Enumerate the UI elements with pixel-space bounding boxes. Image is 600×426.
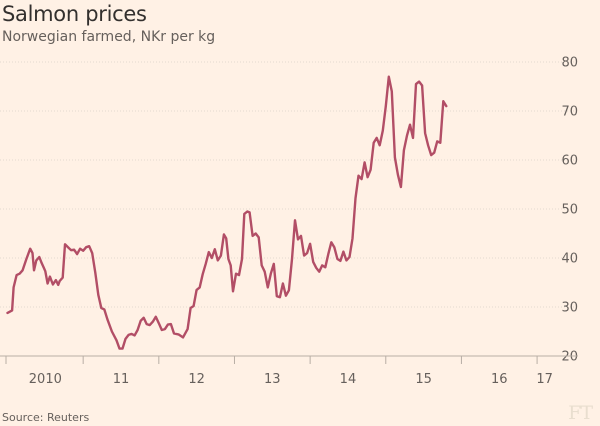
x-tick-label-11: 11: [113, 372, 130, 387]
x-tick-label-17: 17: [536, 372, 553, 387]
chart-subtitle: Norwegian farmed, NKr per kg: [2, 29, 216, 45]
y-tick-label-70: 70: [561, 105, 578, 120]
source-note: Source: Reuters: [2, 411, 90, 424]
y-axis-ticks: 20 30 40 50 60 70 80: [561, 56, 578, 365]
y-tick-label-60: 60: [561, 154, 578, 169]
y-tick-label-20: 20: [561, 350, 578, 365]
x-tick-label-12: 12: [188, 372, 205, 387]
y-tick-label-40: 40: [561, 252, 578, 267]
y-tick-label-50: 50: [561, 203, 578, 218]
x-tick-label-2010: 2010: [29, 372, 62, 387]
x-tick-label-14: 14: [340, 372, 357, 387]
x-tick-label-16: 16: [491, 372, 508, 387]
gridlines: [0, 61, 578, 308]
x-tick-label-13: 13: [264, 372, 281, 387]
chart-title: Salmon prices: [2, 2, 147, 26]
salmon-price-line: [6, 75, 448, 350]
y-tick-label-80: 80: [561, 56, 578, 71]
series-group: [6, 75, 448, 350]
x-tick-label-15: 15: [415, 372, 432, 387]
ft-logo: FT: [568, 402, 593, 424]
y-tick-label-30: 30: [561, 301, 578, 316]
x-axis: 2010 11 12 13 14 15 16 17: [0, 355, 578, 387]
